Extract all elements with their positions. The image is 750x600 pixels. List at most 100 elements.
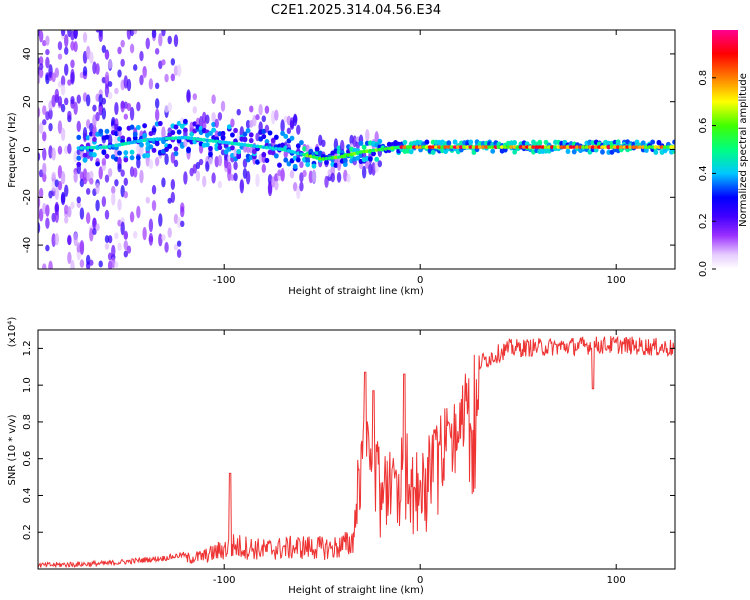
heatmap-cell [157,120,163,127]
heatmap-cell [452,139,458,145]
heatmap-cell [54,67,60,78]
heatmap-cell [151,30,157,39]
heatmap-cell [167,143,173,149]
heatmap-cell [330,163,335,177]
heatmap-cell [568,145,574,149]
snr-ytick-label: 0.4 [22,488,33,504]
heatmap-cell [267,182,273,197]
heatmap-cell [543,139,549,145]
heatmap-cell [123,230,129,240]
heatmap-cell [324,159,329,165]
heatmap-cell [427,145,433,149]
heatmap-cell [640,140,646,146]
heatmap-cell [107,58,113,70]
heatmap-cell [490,148,496,154]
heatmap-cell [336,172,342,183]
heatmap-cell [192,93,197,101]
heatmap-cell [104,242,110,250]
heatmap-cell [126,102,132,112]
heatmap-cell [145,196,150,204]
heatmap-cell [133,230,138,239]
heatmap-cell [314,146,320,152]
heatmap-cell [214,118,219,128]
heatmap-cell [73,30,78,40]
heatmap-cell [295,157,301,163]
heatmap-cell [38,221,41,234]
heatmap-cell [587,145,593,149]
heatmap-cell [95,223,100,231]
heatmap-cell [126,245,132,254]
heatmap-cell [142,123,148,129]
heatmap-cell [204,142,210,148]
heatmap-cell [101,45,107,54]
heatmap-cell [286,161,292,167]
heatmap-cell [60,193,66,206]
heatmap-cell [89,170,94,180]
heatmap-cell [248,137,254,144]
heatmap-cell [123,250,129,258]
heatmap-cell [371,151,376,157]
heatmap-cell [161,177,166,188]
heatmap-cell [101,145,107,150]
heatmap-cell [57,145,63,155]
heatmap-cell [211,94,216,105]
heatmap-cell [274,109,279,121]
colorbar-tick-label: 0.6 [698,118,709,134]
heatmap-cell [167,227,172,238]
heatmap-cell [139,74,144,86]
heatmap-cell [305,161,311,168]
heatmap-cell [230,132,235,138]
heatmap-cell [211,127,217,133]
heatmap-cell [107,167,113,178]
heatmap-cell [270,137,276,144]
heatmap-cell [330,172,335,183]
heatmap-cell [289,135,295,141]
heatmap-cell [233,127,238,134]
heatmap-cell [176,138,182,144]
heatmap-cell [342,161,348,167]
heatmap-cell [73,41,78,53]
heatmap-cell [148,232,154,246]
heatmap-cell [600,149,605,155]
heatmap-cell [653,149,659,155]
heatmap-cell [133,167,138,178]
heatmap-cell [38,187,44,198]
heatmap-cell [208,145,213,152]
heatmap-cell [468,139,474,145]
heatmap-cell [311,170,317,183]
heatmap-cell [98,30,103,43]
heatmap-cell [129,155,135,161]
heatmap-cell [57,53,63,60]
heatmap-cell [123,157,129,163]
heatmap-cell [346,173,351,183]
heatmap-cell [264,157,270,164]
heatmap-cell [208,130,213,136]
heatmap-cell [60,171,66,185]
heatmap-cell [120,58,125,67]
heatmap-cell [540,145,546,149]
snr-yscale-label: (x10⁴) [7,317,18,348]
heatmap-cell [164,153,169,166]
heatmap-cell [186,146,191,152]
heatmap-cell [154,98,160,109]
heatmap-cell [104,153,110,159]
heatmap-cell [136,205,141,219]
heatmap-cell [154,48,160,55]
heatmap-cell [76,155,82,161]
heatmap-cell [48,108,53,120]
heatmap-cell [180,135,185,140]
heatmap-cell [57,180,63,191]
heatmap-cell [202,120,207,131]
heatmap-cell [70,201,75,210]
heatmap-cell [261,152,267,158]
heatmap-cell [79,259,85,268]
heatmap-cell [161,126,166,140]
heatmap-cell [98,260,103,268]
heatmap-cell [117,157,122,164]
snr-ytick-label: 1.2 [22,340,33,356]
heatmap-cell [280,130,286,137]
heatmap-cell [117,126,122,132]
heatmap-cell [176,249,182,258]
heatmap-cell [176,136,182,140]
